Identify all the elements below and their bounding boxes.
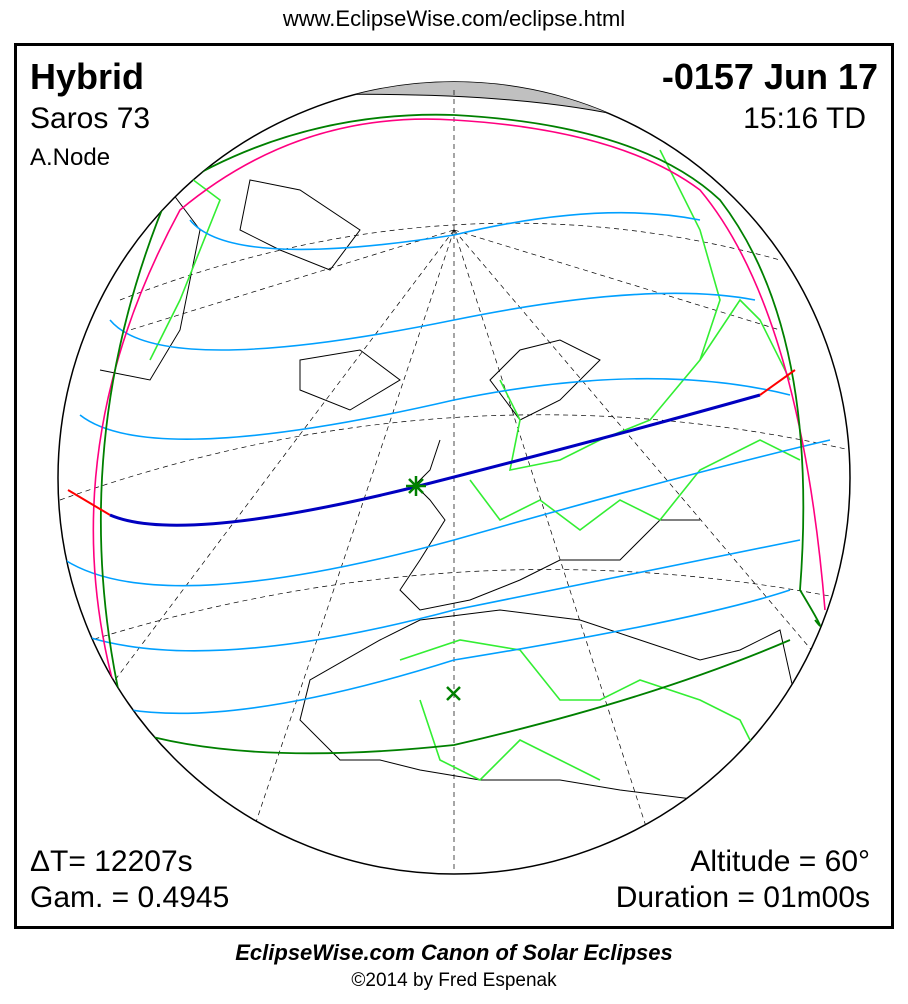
penumbra-boundary [99, 113, 821, 721]
central-path-east-end [759, 369, 796, 396]
url-header: www.EclipseWise.com/eclipse.html [282, 6, 626, 31]
sunrise-sunset-curve [92, 118, 826, 691]
eclipse-time: 15:16 TD [743, 102, 866, 135]
eclipse-type: Hybrid [30, 56, 145, 97]
subsolar-point-marker [446, 686, 461, 701]
penumbra-south-limit [99, 639, 791, 755]
central-path-west-end [67, 489, 111, 516]
partial-limit-lines [64, 211, 831, 715]
saros: Saros 73 [30, 102, 151, 135]
graticule [59, 90, 850, 871]
gamma: Gam. = 0.4945 [30, 881, 230, 914]
copyright: ©2014 by Fred Espenak [351, 970, 557, 991]
delta-t: ΔT= 12207s [30, 845, 193, 878]
greatest-eclipse-marker [406, 476, 426, 496]
map-frame [14, 43, 894, 929]
altitude: Altitude = 60° [690, 845, 870, 878]
node: A.Node [30, 144, 111, 171]
eclipse-date: -0157 Jun 17 [661, 56, 878, 97]
duration: Duration = 01m00s [615, 881, 870, 914]
credit: EclipseWise.com Canon of Solar Eclipses [235, 940, 673, 965]
